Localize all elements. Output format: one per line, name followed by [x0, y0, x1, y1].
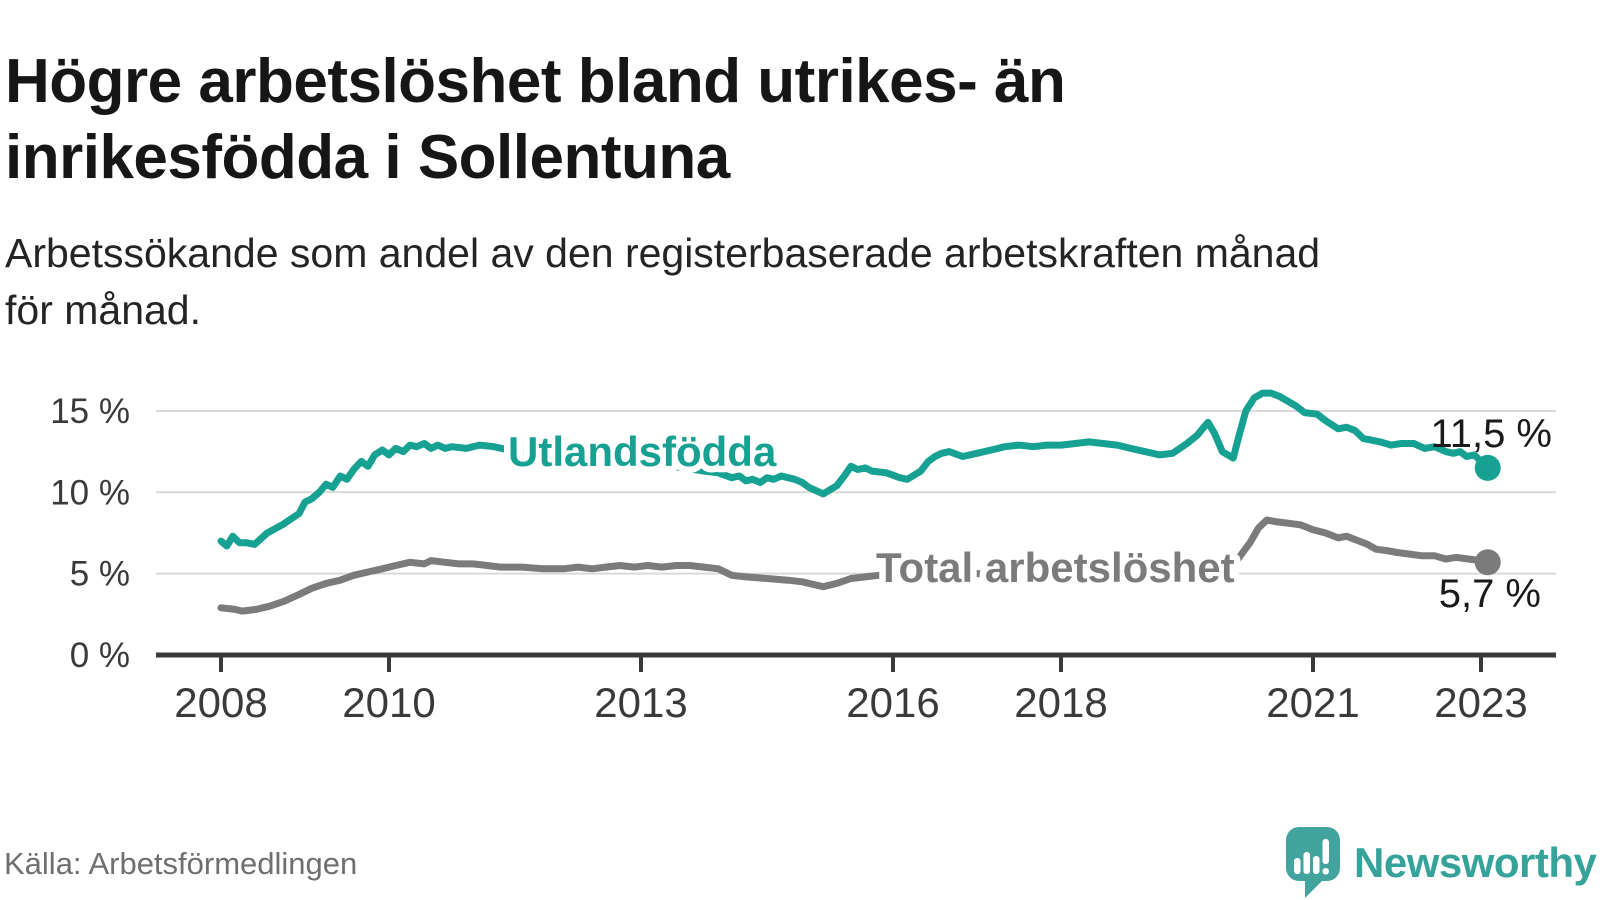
end-value-label-total: 5,7 %	[1439, 572, 1541, 616]
y-tick-label-15: 15 %	[50, 392, 130, 431]
series-line-utlandsfodda	[217, 389, 1492, 550]
series-label-total: Total arbetslöshet	[876, 544, 1235, 591]
x-tick-label-2021: 2021	[1266, 679, 1359, 726]
x-tick-label-2010: 2010	[342, 679, 435, 726]
page-title: Högre arbetslöshet bland utrikes- än inri…	[5, 44, 1565, 197]
x-tick-label-2013: 2013	[594, 679, 687, 726]
bar-3	[1313, 856, 1320, 874]
bar-1	[1294, 858, 1301, 874]
x-tick-label-2008: 2008	[174, 679, 267, 726]
series-line-total	[217, 516, 1492, 615]
newsworthy-logo-icon	[1286, 827, 1340, 898]
end-dot-utlandsfodda	[1474, 454, 1501, 481]
y-tick-label-0: 0 %	[70, 636, 130, 675]
exclamation-bar	[1322, 839, 1329, 864]
subtitle-line-1: Arbetssökande som andel av den registerb…	[5, 230, 1321, 276]
newsworthy-logo: Newsworthy	[1284, 826, 1597, 900]
bar-2	[1303, 852, 1310, 874]
source-note: Källa: Arbetsförmedlingen	[4, 846, 358, 881]
brand-wordmark: Newsworthy	[1354, 839, 1597, 886]
subtitle-line-2: för månad.	[5, 286, 201, 333]
chart-subtitle: Arbetssökande som andel av den registerb…	[5, 225, 1565, 339]
exclamation-dot	[1322, 868, 1329, 875]
y-tick-label-10: 10 %	[50, 473, 130, 512]
x-tick-label-2016: 2016	[846, 679, 939, 726]
x-tick-label-2018: 2018	[1014, 679, 1107, 726]
series-label-utlandsfodda: Utlandsfödda	[508, 428, 777, 475]
x-tick-label-2023: 2023	[1434, 679, 1527, 726]
end-value-label-utlandsfodda: 11,5 %	[1430, 412, 1552, 456]
title-line-1: Högre arbetslöshet bland utrikes- än	[5, 46, 1066, 116]
y-tick-label-5: 5 %	[70, 555, 130, 594]
title-line-2: inrikesfödda i Sollentuna	[5, 122, 730, 192]
end-dot-total	[1474, 549, 1501, 576]
